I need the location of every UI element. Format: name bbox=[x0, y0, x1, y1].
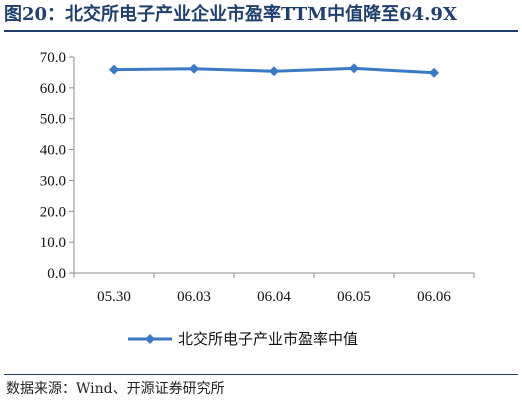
x-tick-label: 06.05 bbox=[337, 289, 371, 305]
data-point-marker bbox=[109, 64, 119, 75]
y-tick-label: 10.0 bbox=[40, 235, 66, 251]
axes bbox=[73, 57, 474, 274]
data-point-marker bbox=[269, 66, 279, 77]
data-point-marker bbox=[189, 63, 199, 74]
source-note: 数据来源：Wind、开源证券研究所 bbox=[6, 381, 225, 397]
data-point-marker bbox=[429, 67, 439, 78]
x-tick-label: 05.30 bbox=[97, 289, 131, 305]
footer-divider bbox=[4, 374, 518, 375]
y-tick-label: 50.0 bbox=[40, 112, 66, 128]
y-tick-label: 60.0 bbox=[40, 81, 66, 97]
y-tick-label: 0.0 bbox=[47, 266, 66, 282]
legend-diamond-marker bbox=[145, 334, 155, 344]
figure-title: 图20：北交所电子产业企业市盈率TTM中值降至64.9X bbox=[4, 4, 457, 25]
plot-area bbox=[109, 63, 439, 78]
title-divider bbox=[4, 30, 518, 32]
x-tick-label: 06.03 bbox=[177, 289, 211, 305]
legend: 北交所电子产业市盈率中值 bbox=[128, 330, 358, 348]
y-tick-label: 40.0 bbox=[40, 143, 66, 159]
x-axis-ticks: 05.30 06.03 06.04 06.05 06.06 bbox=[73, 273, 475, 305]
y-tick-label: 30.0 bbox=[40, 173, 66, 189]
y-tick-label: 20.0 bbox=[40, 204, 66, 220]
x-tick-label: 06.04 bbox=[257, 289, 291, 305]
x-tick-label: 06.06 bbox=[417, 289, 451, 305]
y-axis-ticks: 0.0 10.0 20.0 30.0 40.0 50.0 60.0 70.0 bbox=[40, 50, 74, 282]
data-point-marker bbox=[349, 63, 359, 74]
line-chart: 0.0 10.0 20.0 30.0 40.0 50.0 60.0 70.0 05.30 06.… bbox=[40, 50, 475, 348]
y-tick-label: 70.0 bbox=[40, 50, 66, 66]
legend-label: 北交所电子产业市盈率中值 bbox=[178, 330, 358, 348]
